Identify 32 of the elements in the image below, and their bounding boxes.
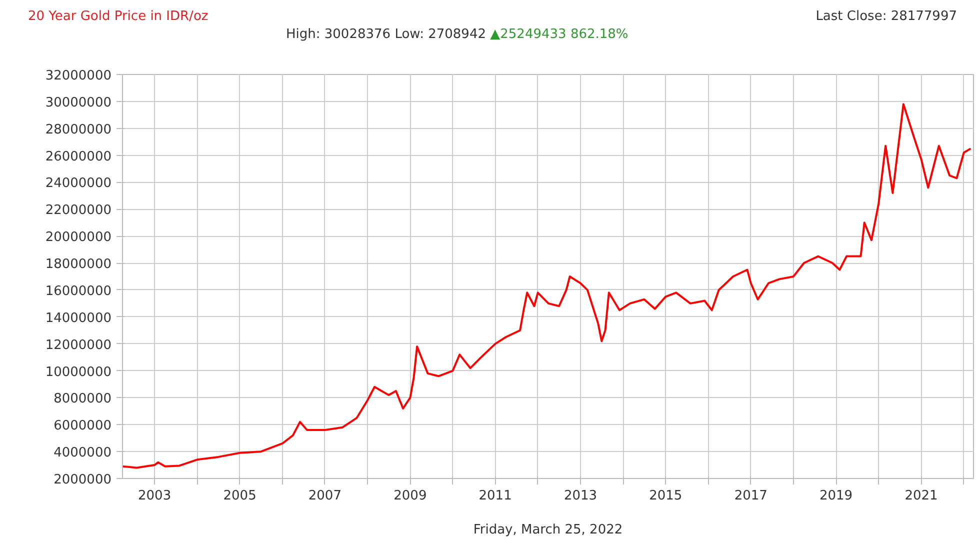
y-tick-label: 32000000 — [45, 68, 112, 84]
y-tick-label: 14000000 — [45, 310, 112, 326]
y-tick-label: 18000000 — [45, 257, 112, 272]
line-series — [122, 103, 972, 469]
text: High: 30028376 Low: 2708942 — [286, 27, 486, 42]
text: ▲25249433 862.18% — [490, 27, 628, 42]
x-tick-label: 2013 — [564, 488, 598, 504]
y-tick-label: 6000000 — [54, 418, 112, 434]
chart-title: 20 Year Gold Price in IDR/oz — [28, 8, 208, 26]
y-tick-label: 2000000 — [54, 472, 112, 488]
y-tick-label: 4000000 — [54, 446, 112, 461]
y-tick-label: 16000000 — [45, 284, 112, 299]
y-tick-label: 30000000 — [45, 95, 112, 110]
x-tick-label: 2005 — [223, 488, 256, 504]
x-tick-label: 2007 — [308, 488, 342, 504]
text: Last Close: 28177997 — [816, 8, 957, 26]
x-tick-label: 2011 — [478, 488, 512, 504]
y-tick-label: 26000000 — [45, 149, 112, 164]
x-tick-label: 2015 — [649, 488, 682, 504]
y-tick-label: 24000000 — [45, 176, 112, 192]
y-tick-label: 20000000 — [45, 230, 112, 246]
x-tick-label: 2009 — [394, 488, 427, 504]
x-tick-label: 2021 — [904, 488, 938, 504]
y-tick-label: 28000000 — [45, 122, 112, 138]
x-tick-label: 2017 — [734, 488, 768, 504]
x-tick-label: 2003 — [138, 488, 172, 504]
x-axis-title: Friday, March 25, 2022 — [473, 522, 623, 538]
y-tick-label: 22000000 — [45, 203, 112, 218]
y-tick-label: 12000000 — [45, 338, 112, 353]
y-tick-label: 8000000 — [54, 392, 112, 407]
x-tick-label: 2019 — [819, 488, 853, 504]
y-tick-label: 10000000 — [45, 364, 112, 380]
